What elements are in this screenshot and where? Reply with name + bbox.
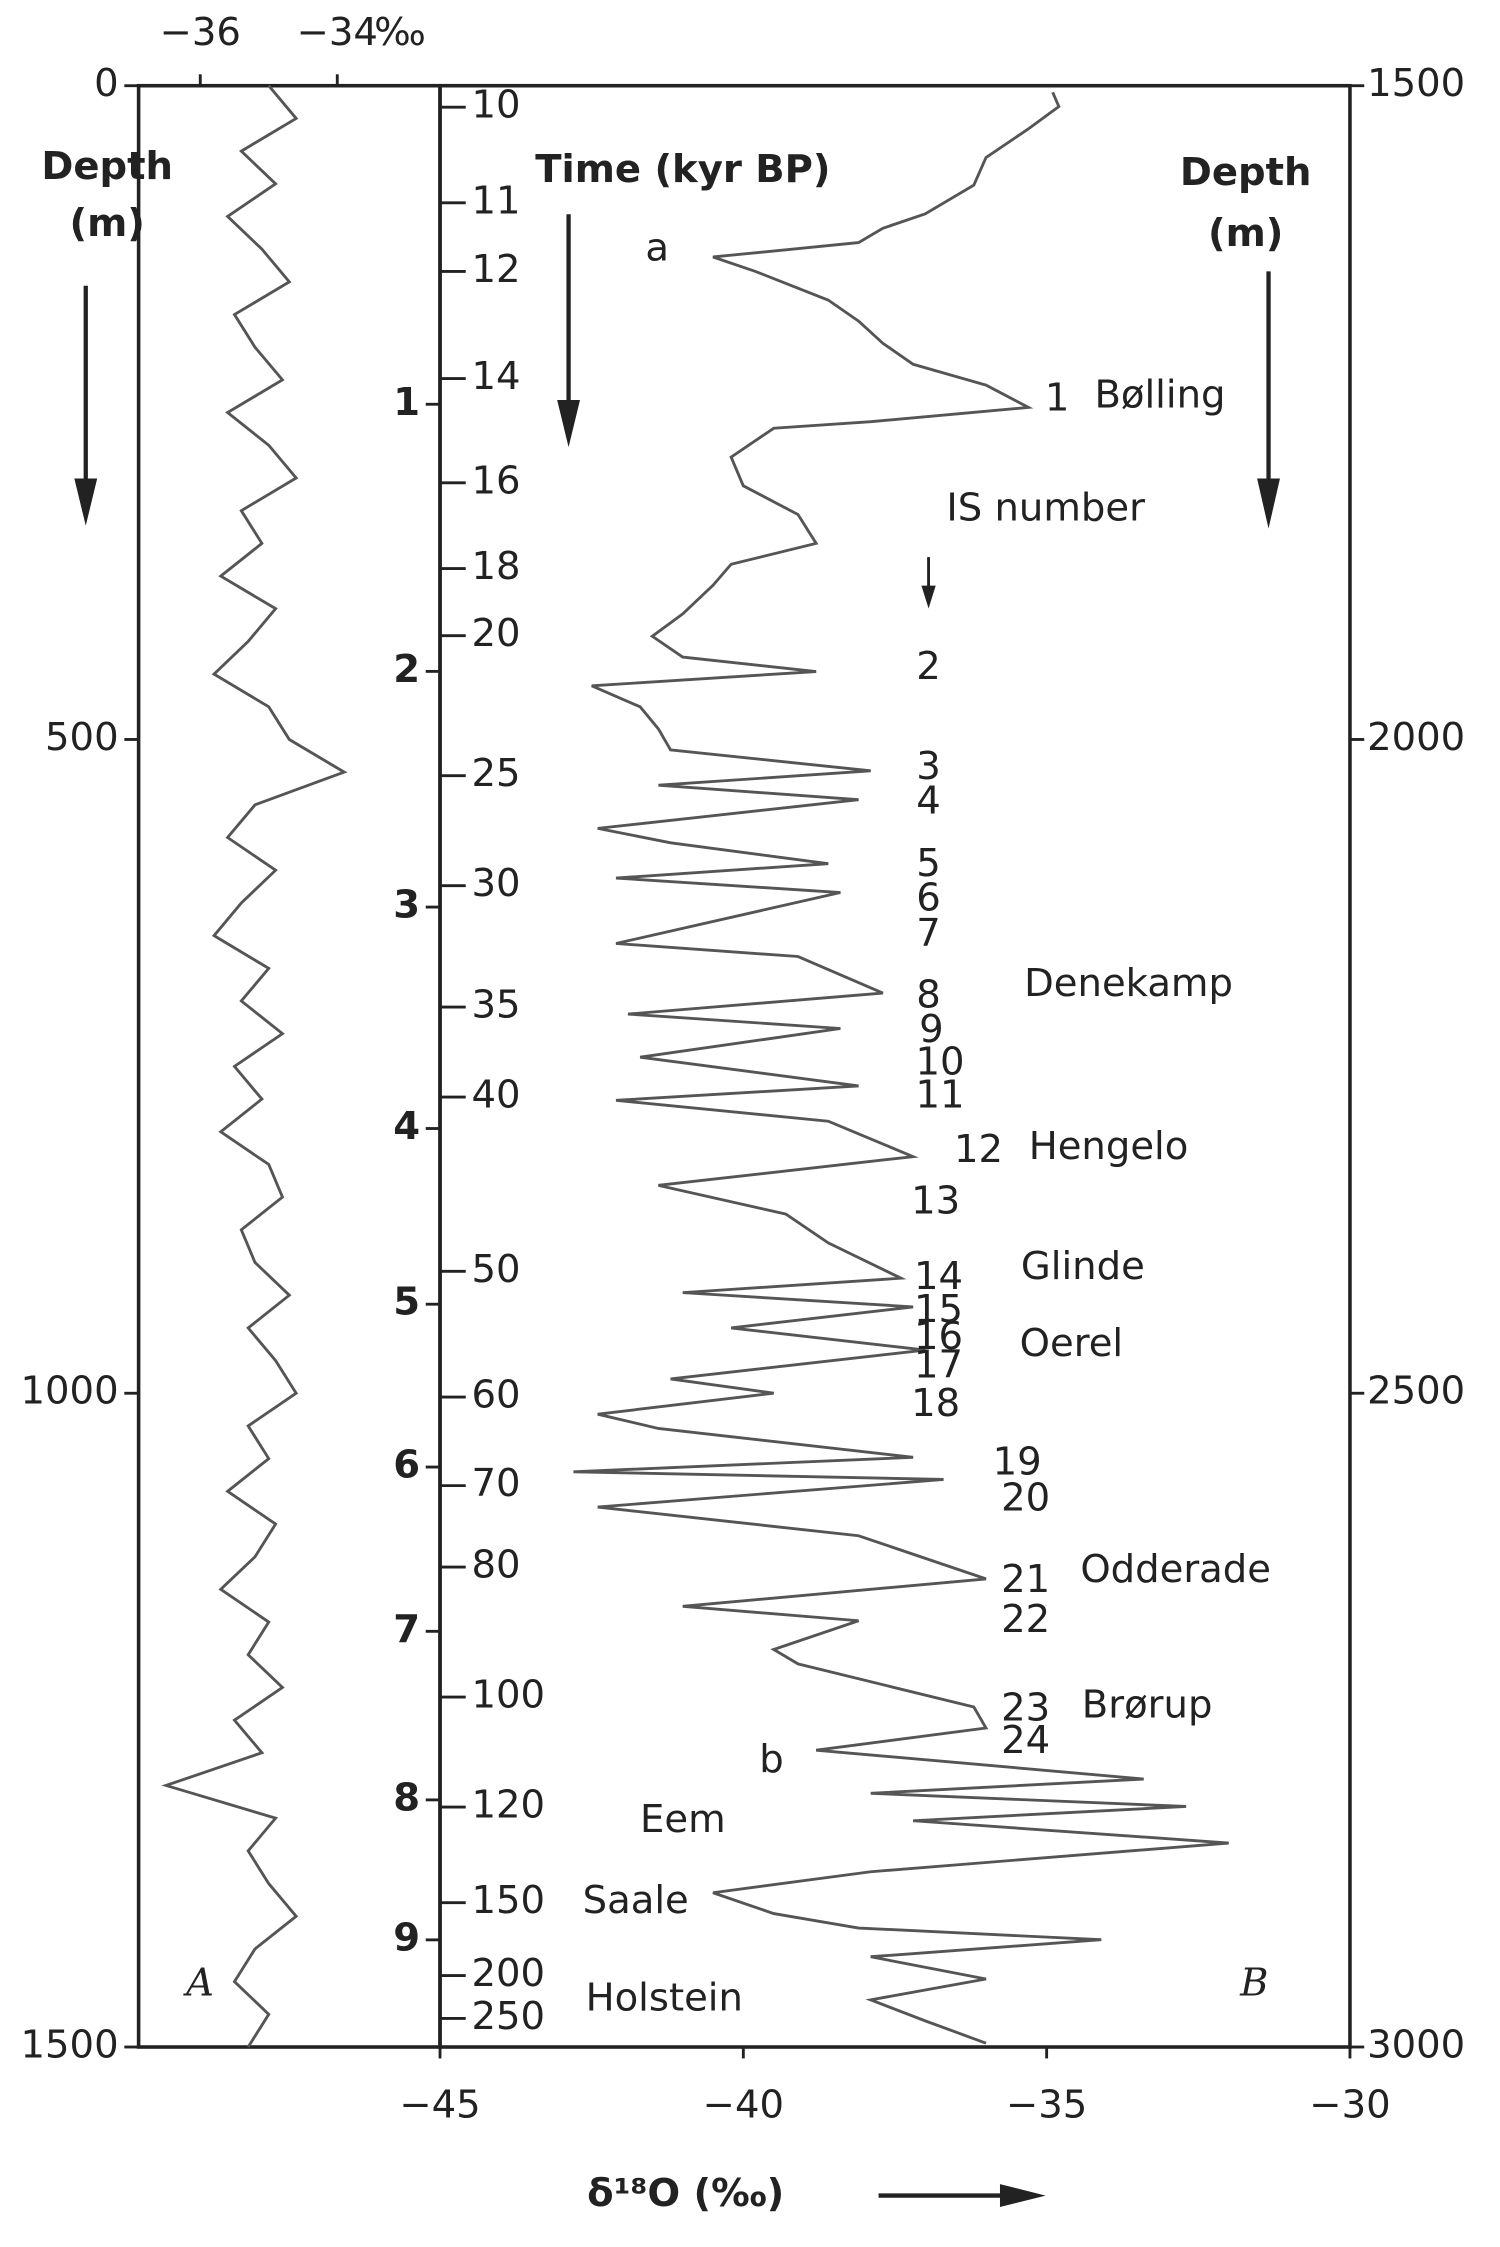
time-tick-label: 18	[471, 544, 520, 589]
time-tick-label: 250	[471, 1994, 545, 2039]
is-number: 16	[914, 1314, 963, 1359]
y-tick-label: 1500	[21, 2023, 119, 2068]
stage-label: 2	[393, 647, 420, 692]
plot-frame	[438, 83, 1352, 2049]
arrow-head	[1257, 478, 1280, 529]
x-tick-label: −34	[297, 10, 378, 55]
is-number: 19	[993, 1440, 1042, 1485]
time-tick-label: 150	[471, 1878, 545, 1923]
period-label: Saale	[583, 1878, 689, 1923]
is-number: 17	[914, 1343, 963, 1388]
time-tick-label: 120	[471, 1783, 545, 1828]
is-number: 3	[916, 744, 941, 789]
time-tick-label: 30	[471, 861, 520, 906]
is-number: 18	[911, 1381, 960, 1426]
is-number: 21	[1001, 1557, 1050, 1602]
is-number: 11	[915, 1073, 964, 1118]
time-axis-label: Time (kyr BP)	[535, 147, 830, 192]
stage-label: 4	[393, 1104, 420, 1149]
period-label: Bølling	[1094, 373, 1225, 418]
marker-label: a	[645, 225, 669, 270]
is-number: 10	[915, 1040, 964, 1085]
time-tick-label: 14	[471, 354, 520, 399]
is-number: 14	[914, 1254, 963, 1299]
x-axis-label: δ¹⁸O (‰)	[587, 2171, 784, 2216]
time-tick-label: 70	[471, 1461, 520, 1506]
is-number: 22	[1001, 1597, 1050, 1642]
panel-label: A	[183, 1961, 214, 2006]
stage-label: 6	[393, 1443, 420, 1488]
period-label: Holstein	[586, 1975, 743, 2020]
time-tick-label: 16	[471, 458, 520, 503]
is-label: IS number	[946, 485, 1145, 530]
x-unit: ‰	[374, 10, 426, 55]
time-tick-label: 25	[471, 751, 520, 796]
time-tick-label: 35	[471, 983, 520, 1028]
stage-label: 7	[393, 1607, 420, 1652]
time-tick-label: 200	[471, 1951, 545, 1996]
is-number: 8	[916, 973, 941, 1018]
time-tick-label: 12	[471, 247, 520, 292]
y-tick-label: 1000	[21, 1369, 119, 1414]
is-number: 15	[914, 1287, 963, 1332]
time-tick-label: 20	[471, 611, 520, 656]
y-axis-label: (m)	[1208, 211, 1283, 256]
time-tick-label: 80	[471, 1543, 520, 1588]
is-number: 20	[1001, 1475, 1050, 1520]
y-axis-label: Depth	[1180, 150, 1312, 195]
y-axis-label: Depth	[41, 144, 173, 189]
arrow-head	[74, 478, 98, 526]
y-tick-label: 2000	[1367, 715, 1465, 760]
stage-label: 8	[393, 1775, 420, 1820]
marker-label: b	[759, 1737, 783, 1782]
y-tick-label: 500	[45, 715, 119, 760]
is-number: 12	[954, 1127, 1003, 1172]
time-tick-label: 60	[471, 1373, 520, 1418]
y-axis-label: (m)	[69, 201, 144, 246]
period-label: Brørup	[1082, 1683, 1213, 1728]
is-number: 5	[916, 841, 941, 886]
period-label: Hengelo	[1029, 1124, 1189, 1169]
is-number: 7	[916, 911, 941, 956]
is-number: 9	[919, 1007, 944, 1052]
period-label: Oerel	[1020, 1321, 1123, 1366]
stage-label: 5	[393, 1280, 420, 1325]
period-label: Glinde	[1021, 1244, 1145, 1289]
arrow-head	[999, 2184, 1046, 2208]
x-tick-label: −36	[160, 10, 241, 55]
stage-label: 3	[393, 883, 420, 928]
stage-label: 9	[393, 1915, 420, 1960]
y-tick-label: 1500	[1367, 61, 1465, 106]
is-number: 1	[1045, 375, 1070, 420]
x-tick-label: −35	[1006, 2083, 1087, 2128]
is-number: 4	[916, 778, 941, 823]
time-tick-label: 50	[471, 1247, 520, 1292]
panel-label: B	[1239, 1961, 1268, 2006]
period-label: Eem	[640, 1797, 726, 1842]
x-tick-label: −45	[399, 2083, 480, 2128]
is-number: 13	[911, 1178, 960, 1223]
data-line	[161, 84, 348, 2048]
data-line	[573, 91, 1229, 2045]
is-number: 2	[916, 644, 941, 689]
time-tick-label: 10	[471, 83, 520, 128]
time-tick-label: 40	[471, 1073, 520, 1118]
arrow-head	[557, 399, 581, 448]
is-number: 23	[1001, 1685, 1050, 1730]
y-tick-label: 0	[94, 61, 119, 106]
is-number: 24	[1001, 1718, 1050, 1763]
is-number: 6	[916, 875, 941, 920]
time-tick-label: 100	[471, 1673, 545, 1718]
x-tick-label: −30	[1309, 2083, 1390, 2128]
stage-label: 1	[393, 380, 420, 425]
y-tick-label: 2500	[1367, 1369, 1465, 1414]
y-tick-label: 3000	[1367, 2023, 1465, 2068]
period-label: Denekamp	[1024, 961, 1233, 1006]
arrows	[74, 214, 1280, 2208]
arrow-head	[921, 585, 936, 609]
period-label: Odderade	[1080, 1547, 1271, 1592]
x-tick-label: −40	[703, 2083, 784, 2128]
time-tick-label: 11	[471, 178, 520, 223]
